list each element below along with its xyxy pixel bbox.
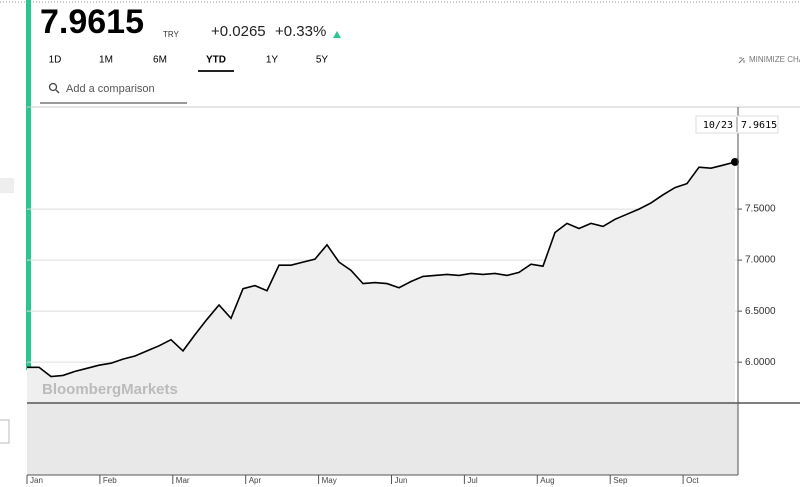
side-box [0, 419, 10, 444]
minimize-button[interactable]: MINIMIZE CHART [749, 55, 800, 64]
x-tick-label: Sep [613, 476, 628, 485]
tab[interactable]: 6M [153, 55, 167, 66]
last-value: 7.9615 [741, 120, 777, 131]
search-icon [55, 89, 60, 94]
x-tick-label: Aug [540, 476, 554, 485]
y-tick-label: 6.0000 [745, 357, 776, 368]
tab[interactable]: 1Y [266, 55, 279, 66]
change: +0.0265 [211, 23, 266, 40]
change-pct: +0.33% [275, 23, 326, 40]
tab[interactable]: 5Y [316, 55, 329, 66]
comparison-input[interactable]: Add a comparison [66, 83, 155, 95]
x-tick-label: Jul [467, 476, 477, 485]
y-tick-label: 7.0000 [745, 255, 776, 266]
tab[interactable]: 1M [99, 55, 113, 66]
y-tick-label: 6.5000 [745, 306, 776, 317]
x-tick-label: Apr [249, 476, 262, 485]
x-tick-label: Mar [176, 476, 190, 485]
price: 7.9615 [40, 3, 144, 41]
price-line [27, 161, 736, 378]
up-arrow [333, 31, 341, 38]
watermark: BloombergMarkets [42, 381, 178, 398]
last-date: 10/23 [703, 120, 733, 131]
tabs: 1D 1M 6M YTD 1Y 5Y [49, 55, 329, 72]
y-tick-label: 7.5000 [745, 204, 776, 215]
search-icon [48, 82, 58, 92]
x-tick-label: Feb [103, 476, 117, 485]
tab[interactable]: 1D [49, 55, 62, 66]
x-tick-label: May [322, 476, 337, 485]
area [27, 162, 735, 403]
plot [27, 157, 742, 403]
currency: TRY [163, 30, 180, 39]
x-tick-label: Oct [686, 476, 699, 485]
x-tick-label: Jun [395, 476, 408, 485]
minimize-icon[interactable] [738, 57, 745, 64]
x-tick-label: Jan [30, 476, 43, 485]
last-point [731, 157, 739, 166]
volume-area [27, 403, 738, 475]
tab[interactable]: YTD [206, 55, 226, 66]
side-item [0, 178, 14, 193]
accent-bar [26, 0, 31, 370]
